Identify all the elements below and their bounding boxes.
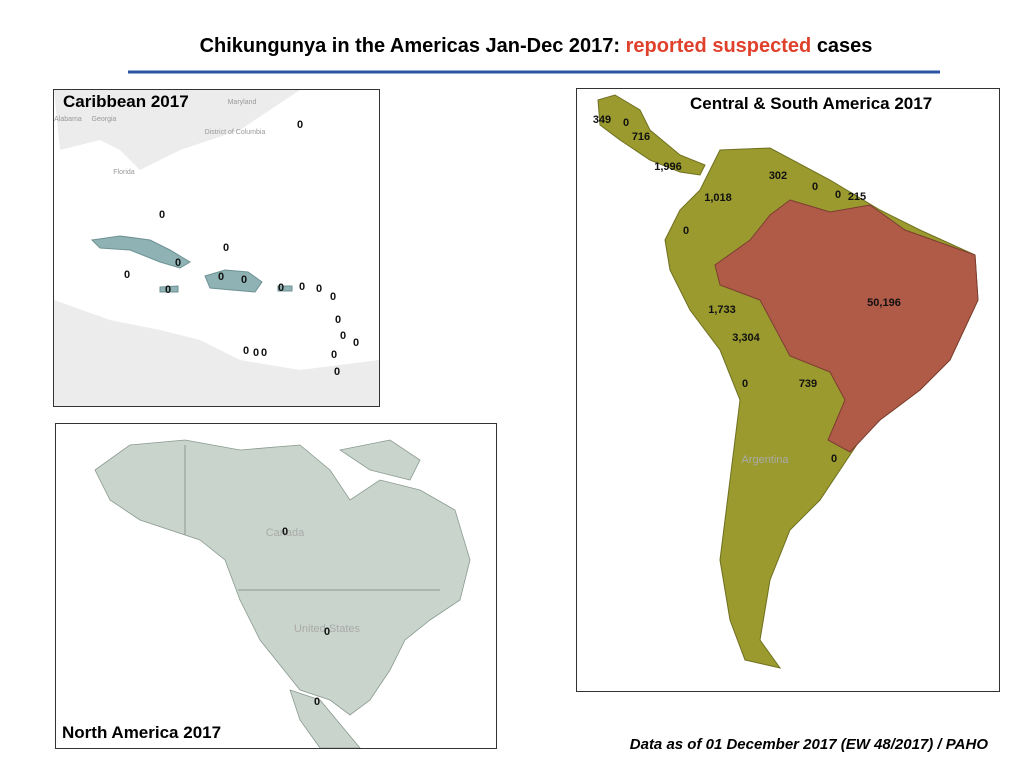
place-name: Maryland <box>228 99 257 106</box>
case-label: 302 <box>769 170 787 182</box>
case-label: 50,196 <box>867 297 901 309</box>
brazil <box>714 199 979 453</box>
case-label: 0 <box>316 283 322 295</box>
case-label: 0 <box>835 189 841 201</box>
south-labels: 349 0 716 1,996 1,018 302 0 0 215 0 1,73… <box>593 114 901 465</box>
land <box>54 90 300 170</box>
case-label: 0 <box>299 281 305 293</box>
place-name: Canada <box>266 527 305 539</box>
case-label: 349 <box>593 114 611 126</box>
case-label: 0 <box>241 274 247 286</box>
title-main: Chikungunya in the Americas Jan-Dec 2017… <box>200 35 621 57</box>
panel-title: Central & South America 2017 <box>690 94 932 113</box>
place-name: United States <box>294 623 361 635</box>
land <box>54 300 379 406</box>
title-end: cases <box>817 35 873 57</box>
place-name: District of Columbia <box>205 129 266 136</box>
case-label: 0 <box>314 696 320 708</box>
case-label: 0 <box>330 291 336 303</box>
panel-frame <box>55 423 497 749</box>
south-america-map <box>577 89 999 691</box>
caribbean-labels: 0 0 0 0 0 0 0 0 0 0 0 0 0 0 0 0 0 0 0 0 <box>124 119 359 378</box>
north-america <box>94 439 471 716</box>
panel-title: Caribbean 2017 <box>63 92 189 111</box>
case-label: 0 <box>331 349 337 361</box>
case-label: 0 <box>165 284 171 296</box>
case-label: 0 <box>159 209 165 221</box>
cuba <box>90 235 191 269</box>
panel-frame <box>576 88 1000 692</box>
case-label: 0 <box>335 314 341 326</box>
title-highlight: reported suspected <box>626 35 812 57</box>
panel-frame <box>53 89 380 407</box>
case-label: 1,018 <box>704 192 732 204</box>
case-label: 0 <box>353 337 359 349</box>
case-label: 0 <box>223 242 229 254</box>
case-label: 1,996 <box>654 161 682 173</box>
case-label: 0 <box>340 330 346 342</box>
case-label: 0 <box>623 117 629 129</box>
case-label: 1,733 <box>708 304 736 316</box>
place-name: Argentina <box>741 454 789 466</box>
case-label: 0 <box>831 453 837 465</box>
case-label: 0 <box>243 345 249 357</box>
case-label: 0 <box>742 378 748 390</box>
case-label: 215 <box>848 191 866 203</box>
case-label: 716 <box>632 131 650 143</box>
arctic-island <box>338 439 421 481</box>
place-name: Florida <box>113 169 135 176</box>
jamaica <box>159 285 179 293</box>
case-label: 0 <box>278 282 284 294</box>
case-label: 0 <box>324 626 330 638</box>
title: Chikungunya in the Americas Jan-Dec 2017… <box>200 35 873 57</box>
case-label: 739 <box>799 378 817 390</box>
caribbean-map <box>54 90 379 406</box>
panel-title: North America 2017 <box>62 723 221 742</box>
case-label: 0 <box>683 225 689 237</box>
place-name: Alabama <box>54 116 82 123</box>
case-label: 0 <box>812 181 818 193</box>
case-label: 0 <box>253 347 259 359</box>
case-label: 0 <box>218 271 224 283</box>
hispaniola <box>204 269 263 293</box>
case-label: 0 <box>334 366 340 378</box>
mexico <box>289 689 361 748</box>
footer-source: Data as of 01 December 2017 (EW 48/2017)… <box>630 736 989 753</box>
case-label: 0 <box>261 347 267 359</box>
puerto-rico <box>277 285 293 292</box>
case-label: 3,304 <box>732 332 760 344</box>
case-label: 0 <box>175 257 181 269</box>
case-label: 0 <box>282 526 288 538</box>
central-america <box>597 94 706 176</box>
case-label: 0 <box>124 269 130 281</box>
north-america-map <box>56 424 496 748</box>
place-name: Georgia <box>92 116 117 123</box>
case-label: 0 <box>297 119 303 131</box>
